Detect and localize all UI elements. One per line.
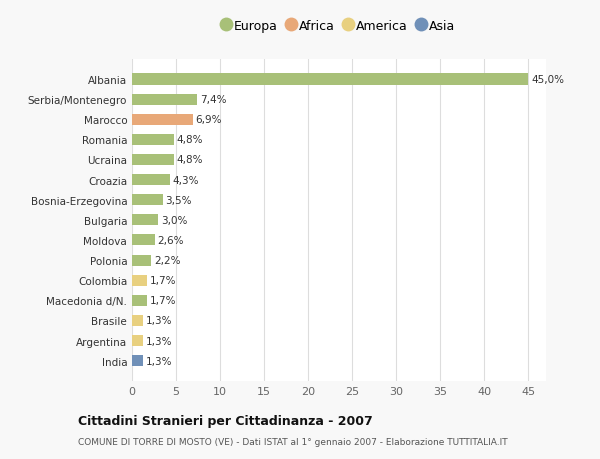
Bar: [132, 174, 170, 186]
Bar: [132, 275, 147, 286]
Bar: [132, 295, 147, 306]
Text: 4,8%: 4,8%: [177, 155, 203, 165]
Text: 3,5%: 3,5%: [166, 195, 192, 205]
Bar: [132, 95, 197, 106]
Bar: [132, 74, 529, 85]
Text: 2,6%: 2,6%: [158, 235, 184, 246]
Bar: [132, 335, 143, 346]
Text: 1,7%: 1,7%: [149, 296, 176, 306]
Text: 7,4%: 7,4%: [200, 95, 226, 105]
Bar: [132, 155, 174, 166]
Bar: [132, 195, 163, 206]
Text: 1,3%: 1,3%: [146, 316, 173, 326]
Text: 3,0%: 3,0%: [161, 215, 187, 225]
Bar: [132, 134, 174, 146]
Bar: [132, 235, 155, 246]
Text: 1,3%: 1,3%: [146, 336, 173, 346]
Text: 45,0%: 45,0%: [531, 75, 564, 85]
Text: 2,2%: 2,2%: [154, 256, 181, 265]
Text: 6,9%: 6,9%: [196, 115, 222, 125]
Bar: [132, 255, 151, 266]
Bar: [132, 114, 193, 125]
Text: COMUNE DI TORRE DI MOSTO (VE) - Dati ISTAT al 1° gennaio 2007 - Elaborazione TUT: COMUNE DI TORRE DI MOSTO (VE) - Dati IST…: [78, 437, 508, 446]
Bar: [132, 315, 143, 326]
Bar: [132, 215, 158, 226]
Text: 4,3%: 4,3%: [173, 175, 199, 185]
Legend: Europa, Africa, America, Asia: Europa, Africa, America, Asia: [218, 15, 460, 38]
Text: 1,3%: 1,3%: [146, 356, 173, 366]
Text: Cittadini Stranieri per Cittadinanza - 2007: Cittadini Stranieri per Cittadinanza - 2…: [78, 414, 373, 428]
Text: 4,8%: 4,8%: [177, 135, 203, 145]
Bar: [132, 355, 143, 366]
Text: 1,7%: 1,7%: [149, 275, 176, 285]
